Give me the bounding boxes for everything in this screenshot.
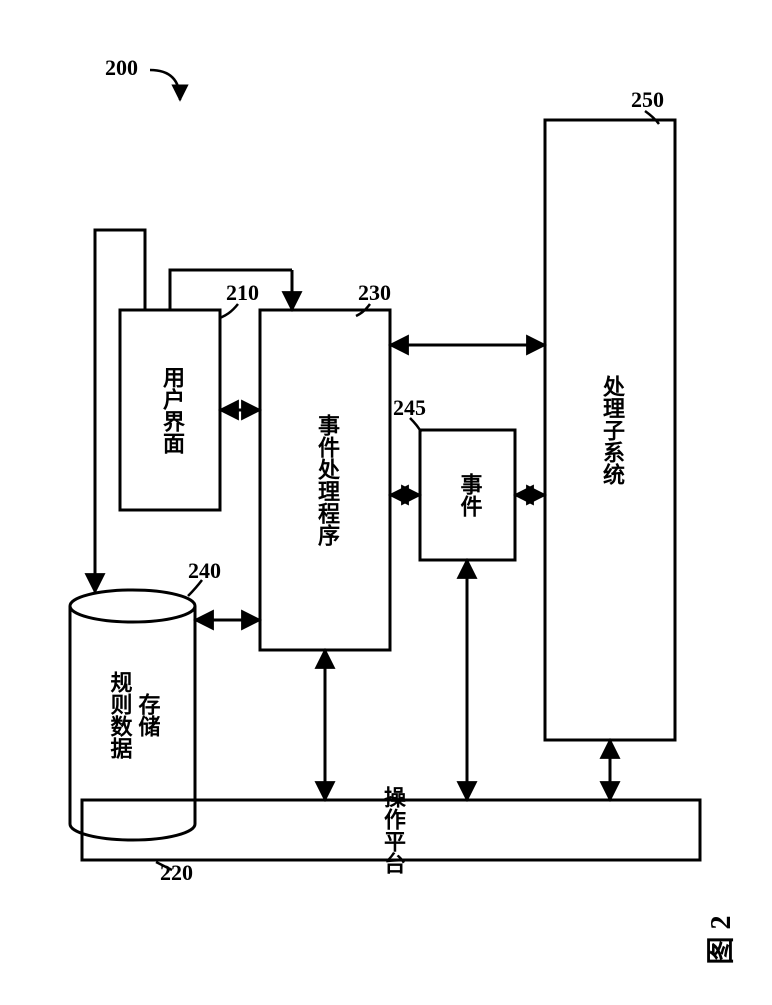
ui-label: 用户界面 [160, 366, 185, 455]
event-label: 事件 [457, 472, 482, 517]
handler-ref: 230 [358, 280, 391, 305]
system-diagram: 200 用户界面 210 事件处理程序 230 事件 245 处理子系统 250… [0, 0, 772, 1000]
system-ref: 200 [105, 55, 138, 80]
node-event: 事件 245 [393, 395, 515, 560]
system-label: 200 [105, 55, 180, 100]
node-rules: 规则数据 存储 240 [70, 558, 221, 840]
ui-ref: 210 [226, 280, 259, 305]
figure-caption: 图 2 [706, 915, 737, 964]
node-ui: 用户界面 210 [120, 280, 259, 510]
platform-ref: 220 [160, 860, 193, 885]
platform-label: 操作平台 [381, 786, 406, 874]
subsystem-label: 处理子系统 [600, 374, 626, 485]
subsystem-ref: 250 [631, 87, 664, 112]
rules-ref: 240 [188, 558, 221, 583]
node-handler: 事件处理程序 230 [260, 280, 391, 650]
event-ref: 245 [393, 395, 426, 420]
rules-label-2: 存储 [136, 692, 161, 737]
node-subsystem: 处理子系统 250 [545, 87, 675, 740]
rules-label-1: 规则数据 [108, 671, 133, 760]
handler-label: 事件处理程序 [315, 413, 341, 547]
